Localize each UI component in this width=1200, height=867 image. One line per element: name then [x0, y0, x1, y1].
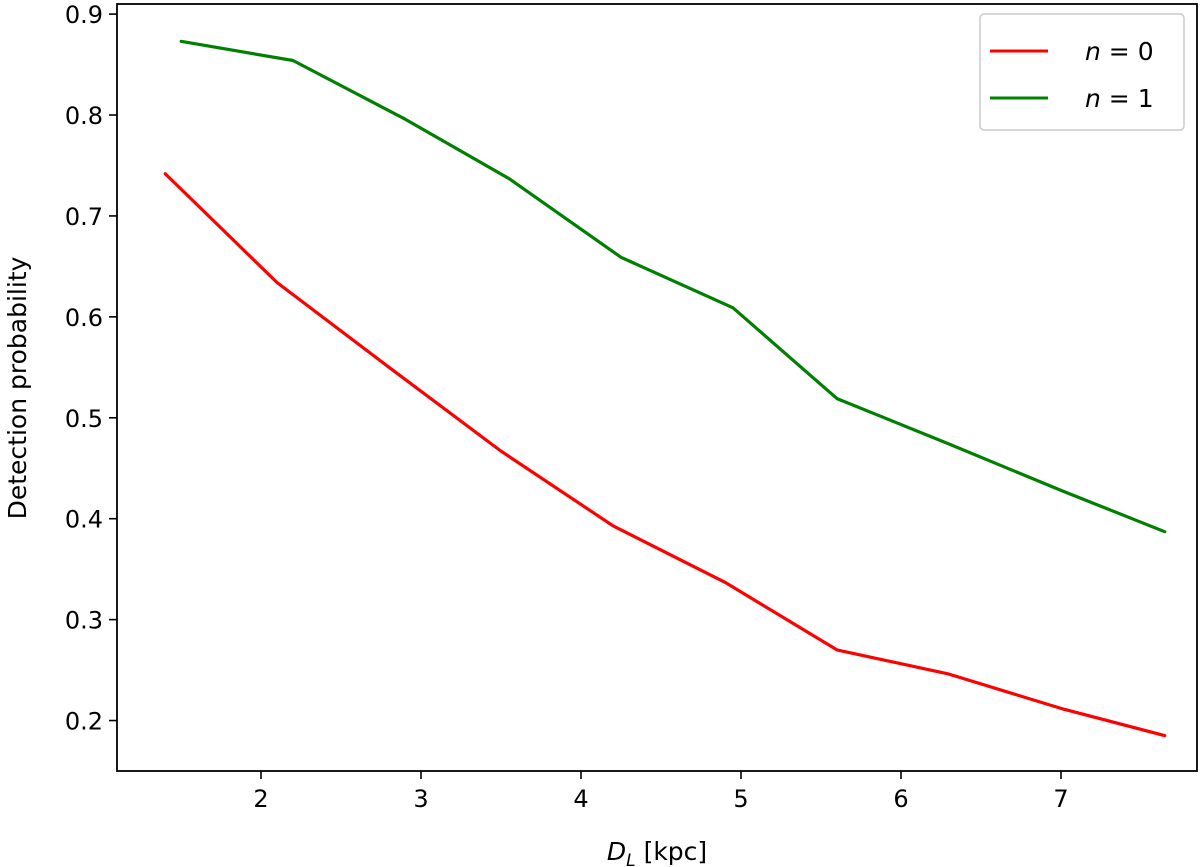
legend: n = 0 n = 1	[979, 13, 1185, 131]
x-tick-label: 2	[253, 785, 268, 813]
data-point-n0	[835, 648, 839, 652]
y-axis-ticks: 0.2 0.3 0.4 0.5 0.6 0.7 0.8 0.9	[65, 1, 117, 736]
data-point-n0	[387, 365, 391, 369]
data-point-n0	[1059, 707, 1063, 710]
y-tick-label: 0.8	[65, 102, 103, 130]
x-tick-label: 5	[733, 785, 748, 813]
data-point-n0	[611, 524, 615, 528]
y-tick-label: 0.2	[65, 708, 103, 736]
data-point-n1	[1059, 489, 1063, 492]
x-tick-label: 4	[573, 785, 588, 813]
legend-label-n0: n = 0	[1085, 37, 1154, 66]
y-tick-label: 0.3	[65, 607, 103, 635]
y-tick-label: 0.4	[65, 506, 103, 534]
data-point-n1	[291, 59, 295, 62]
legend-label-n1: n = 1	[1085, 84, 1154, 113]
y-tick-label: 0.6	[65, 304, 103, 332]
series-line-n1	[180, 39, 1166, 534]
legend-box	[979, 13, 1185, 131]
data-point-n0	[1163, 734, 1167, 738]
x-axis-ticks: 2 3 4 5 6 7	[253, 771, 1069, 813]
y-axis-label: Detection probability	[3, 256, 32, 519]
data-point-n0	[499, 449, 503, 453]
y-tick-label: 0.9	[65, 1, 103, 29]
y-tick-label: 0.7	[65, 203, 103, 231]
series-line-n0	[163, 172, 1166, 738]
data-point-n1	[179, 39, 183, 43]
series-layer	[163, 39, 1167, 738]
x-tick-label: 3	[413, 785, 428, 813]
data-point-n1	[947, 442, 951, 446]
data-point-n1	[403, 117, 407, 121]
data-point-n0	[947, 672, 951, 676]
data-point-n0	[163, 172, 167, 175]
data-point-n0	[275, 281, 279, 284]
data-point-n1	[507, 177, 511, 181]
data-point-n1	[1163, 530, 1167, 534]
data-point-n1	[835, 397, 839, 400]
data-point-n1	[731, 306, 735, 310]
y-tick-label: 0.5	[65, 405, 103, 433]
plot-area	[116, 3, 1198, 772]
data-point-n0	[723, 580, 727, 584]
x-tick-label: 7	[1053, 785, 1068, 813]
data-point-n1	[619, 255, 623, 259]
x-axis-label: DL [kpc]	[607, 837, 707, 867]
x-tick-label: 6	[893, 785, 908, 813]
